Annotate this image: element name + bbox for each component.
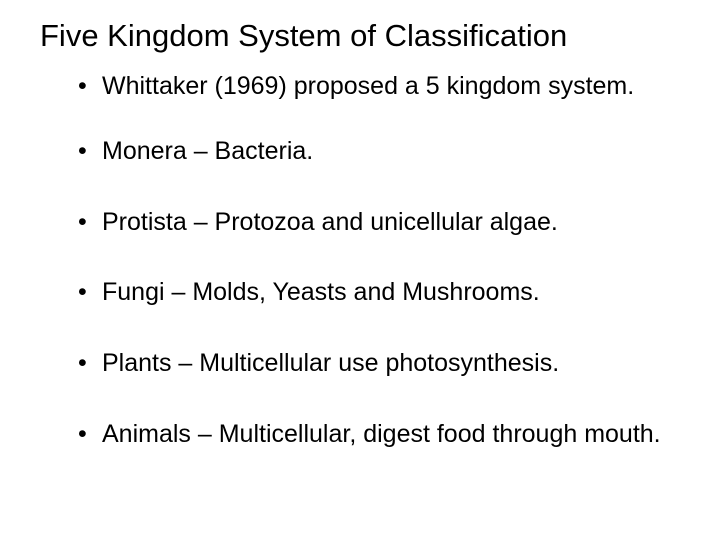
bullet-list: Whittaker (1969) proposed a 5 kingdom sy… bbox=[30, 72, 690, 449]
bullet-item: Fungi – Molds, Yeasts and Mushrooms. bbox=[78, 278, 690, 307]
slide-container: Five Kingdom System of Classification Wh… bbox=[0, 0, 720, 540]
slide-title: Five Kingdom System of Classification bbox=[40, 18, 690, 54]
bullet-item: Animals – Multicellular, digest food thr… bbox=[78, 420, 690, 449]
bullet-item: Plants – Multicellular use photosynthesi… bbox=[78, 349, 690, 378]
bullet-item: Protista – Protozoa and unicellular alga… bbox=[78, 208, 690, 237]
bullet-item: Whittaker (1969) proposed a 5 kingdom sy… bbox=[78, 72, 690, 101]
bullet-item: Monera – Bacteria. bbox=[78, 137, 690, 166]
